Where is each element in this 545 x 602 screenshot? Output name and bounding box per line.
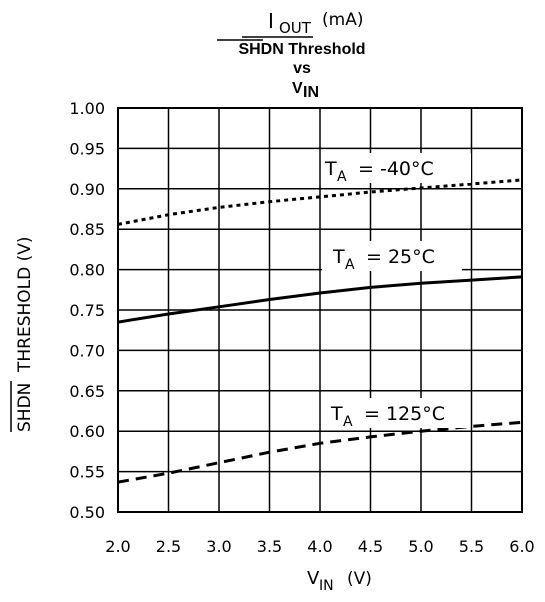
y-tick-label: 0.55 — [69, 463, 105, 482]
y-tick-label: 0.80 — [69, 261, 105, 280]
x-tick-label: 2.5 — [156, 537, 181, 556]
x-tick-labels: 2.0 2.5 3.0 3.5 4.0 4.5 5.0 5.5 6.0 — [105, 537, 534, 556]
x-tick-label: 2.0 — [105, 537, 130, 556]
series-label-prefix: T — [330, 403, 343, 425]
y-tick-label: 0.70 — [69, 341, 105, 360]
x-tick-label: 3.5 — [257, 537, 282, 556]
series-label-sub: A — [345, 257, 355, 273]
y-tick-label: 0.65 — [69, 382, 105, 401]
y-tick-labels: 1.00 0.95 0.90 0.85 0.80 0.75 0.70 0.65 0.60 0.55… — [69, 99, 105, 522]
title-line-1: SHDN Threshold — [238, 41, 365, 58]
title-vin-sub: IN — [303, 84, 319, 101]
title-top-base: I — [268, 9, 274, 33]
series-line-dashed — [117, 420, 523, 484]
series-label-value: = 25°C — [366, 246, 435, 268]
x-tick-label: 4.5 — [358, 537, 383, 556]
series-label-sub: A — [337, 169, 347, 185]
series-labels: T A = -40°CT A = 25°CT A = 125°C — [322, 153, 471, 430]
xlabel-base: V — [307, 568, 320, 589]
x-tick-label: 4.0 — [307, 537, 332, 556]
x-tick-label: 3.0 — [206, 537, 231, 556]
y-tick-label: 0.75 — [69, 301, 105, 320]
series-label-backing — [322, 241, 462, 271]
y-tick-label: 1.00 — [69, 99, 105, 118]
plot-frame — [117, 107, 523, 513]
title-line-2: vs — [293, 60, 311, 77]
series-label-prefix: T — [324, 158, 337, 180]
ylabel-rest: THRESHOLD (V) — [15, 236, 35, 373]
y-tick-label: 0.95 — [69, 139, 105, 158]
series-label-prefix: T — [332, 246, 345, 268]
xlabel-sub: IN — [319, 578, 334, 594]
series-label-backing — [323, 153, 471, 183]
x-tick-label: 5.5 — [459, 537, 484, 556]
xlabel-unit: (V) — [347, 569, 372, 589]
y-tick-label: 0.85 — [69, 220, 105, 239]
chart-title-block: I OUT (mA) SHDN Threshold vs V IN — [217, 9, 366, 101]
y-tick-label: 0.50 — [69, 503, 105, 522]
series-label-value: = -40°C — [358, 158, 434, 180]
title-top-sub: OUT — [279, 19, 312, 37]
x-tick-label: 5.0 — [408, 537, 433, 556]
y-tick-label: 0.90 — [69, 180, 105, 199]
ylabel-overlined: SHDN — [15, 383, 35, 432]
x-axis-label: V IN (V) — [307, 568, 372, 594]
title-top-unit: (mA) — [322, 10, 363, 30]
series-line-solid — [117, 275, 523, 324]
series-label-sub: A — [343, 414, 353, 430]
series-line-dotted — [117, 178, 523, 226]
title-vin-base: V — [292, 80, 303, 97]
x-tick-label: 6.0 — [509, 537, 534, 556]
series-label-backing — [323, 398, 469, 428]
y-axis-label: SHDN THRESHOLD (V) — [10, 236, 35, 432]
y-tick-label: 0.60 — [69, 422, 105, 441]
series-label-value: = 125°C — [364, 403, 445, 425]
series-group — [117, 178, 523, 484]
